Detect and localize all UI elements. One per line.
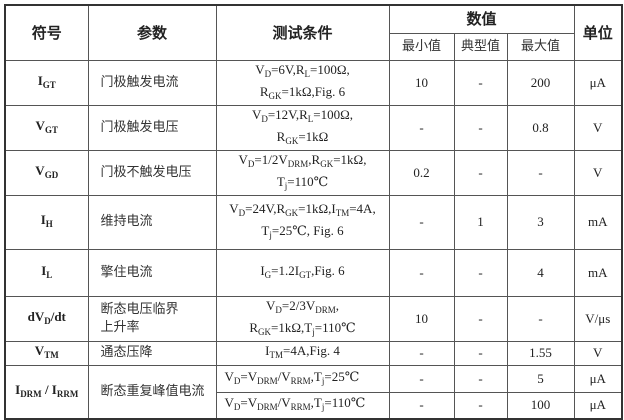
table-row: dVD/dt 断态电压临界 上升率 VD=2/3VDRM, RGK=1kΩ,Tj=110… <box>4 295 623 342</box>
max-cell: 5 <box>506 364 575 393</box>
condition-cell: IG=1.2IGT,Fig. 6 <box>215 248 390 297</box>
symbol-cell: IDRM / IRRM <box>4 364 89 420</box>
unit-cell: mA <box>573 248 623 297</box>
typ-cell: - <box>453 248 508 297</box>
header-cond: 测试条件 <box>215 4 390 61</box>
typ-cell: - <box>453 364 508 393</box>
typ-cell: - <box>453 295 508 342</box>
min-cell: - <box>388 340 455 366</box>
max-cell: 4 <box>506 248 575 297</box>
table-row: VGD 门极不触发电压 VD=1/2VDRM,RGK=1kΩ, Tj=110℃ 0.2-… <box>4 149 623 196</box>
table-row: IGT 门极触发电流 VD=6V,RL=100Ω, RGK=1kΩ,Fig. 6 10-… <box>4 59 623 106</box>
typ-cell: - <box>453 104 508 151</box>
table-row: IH 维持电流 VD=24V,RGK=1kΩ,ITM=4A, Tj=25℃, Fig.… <box>4 194 623 250</box>
param-cell: 断态重复峰值电流 <box>87 364 217 420</box>
header-max: 最大值 <box>506 32 575 61</box>
max-cell: 100 <box>506 391 575 420</box>
unit-cell: μA <box>573 364 623 393</box>
unit-cell: V <box>573 104 623 151</box>
symbol-cell: dVD/dt <box>4 295 89 342</box>
unit-cell: V/μs <box>573 295 623 342</box>
min-cell: - <box>388 391 455 420</box>
max-cell: 1.55 <box>506 340 575 366</box>
param-cell: 门极不触发电压 <box>87 149 217 196</box>
unit-cell: V <box>573 149 623 196</box>
header-unit: 单位 <box>573 4 623 61</box>
table-row: IL 擎住电流 IG=1.2IGT,Fig. 6- -4 mA <box>4 248 623 297</box>
max-cell: 3 <box>506 194 575 250</box>
min-cell: - <box>388 248 455 297</box>
max-cell: 200 <box>506 59 575 106</box>
table-row: IDRM / IRRM 断态重复峰值电流 VD=VDRM/VRRM,Tj=25℃ - -… <box>4 364 623 420</box>
symbol-cell: VGT <box>4 104 89 151</box>
condition-cell: VD=24V,RGK=1kΩ,ITM=4A, Tj=25℃, Fig. 6 <box>215 194 390 250</box>
header-values: 数值 <box>388 4 575 34</box>
header-param: 参数 <box>87 4 217 61</box>
condition-cell: ITM=4A,Fig. 4 <box>215 340 390 366</box>
typ-cell: - <box>453 59 508 106</box>
min-cell: - <box>388 104 455 151</box>
table-row: VTM 通态压降 ITM=4A,Fig. 4- -1.55 V <box>4 340 623 366</box>
min-cell: 10 <box>388 59 455 106</box>
header-symbol: 符号 <box>4 4 89 61</box>
condition-cell: VD=12V,RL=100Ω, RGK=1kΩ <box>215 104 390 151</box>
typ-cell: - <box>453 340 508 366</box>
param-cell: 维持电流 <box>87 194 217 250</box>
param-cell: 擎住电流 <box>87 248 217 297</box>
unit-cell: μA <box>573 59 623 106</box>
condition-cell: VD=1/2VDRM,RGK=1kΩ, Tj=110℃ <box>215 149 390 196</box>
max-cell: - <box>506 295 575 342</box>
param-cell: 门极触发电流 <box>87 59 217 106</box>
header-min: 最小值 <box>388 32 455 61</box>
max-cell: - <box>506 149 575 196</box>
typ-cell: 1 <box>453 194 508 250</box>
unit-cell: V <box>573 340 623 366</box>
condition-cell: VD=2/3VDRM, RGK=1kΩ,Tj=110℃ <box>215 295 390 342</box>
header-typ: 典型值 <box>453 32 508 61</box>
max-cell: 0.8 <box>506 104 575 151</box>
unit-cell: mA <box>573 194 623 250</box>
symbol-cell: VGD <box>4 149 89 196</box>
table-row: VGT 门极触发电压 VD=12V,RL=100Ω, RGK=1kΩ - -0.8 V <box>4 104 623 151</box>
min-cell: 10 <box>388 295 455 342</box>
param-cell: 断态电压临界 上升率 <box>87 295 217 342</box>
symbol-cell: IH <box>4 194 89 250</box>
min-cell: - <box>388 194 455 250</box>
condition-cell: VD=6V,RL=100Ω, RGK=1kΩ,Fig. 6 <box>215 59 390 106</box>
symbol-cell: IGT <box>4 59 89 106</box>
symbol-cell: VTM <box>4 340 89 366</box>
param-cell: 通态压降 <box>87 340 217 366</box>
min-cell: - <box>388 364 455 393</box>
param-cell: 门极触发电压 <box>87 104 217 151</box>
condition-cell: VD=VDRM/VRRM,Tj=110℃ <box>215 391 390 420</box>
condition-cell: VD=VDRM/VRRM,Tj=25℃ <box>215 364 390 393</box>
symbol-cell: IL <box>4 248 89 297</box>
typ-cell: - <box>453 149 508 196</box>
min-cell: 0.2 <box>388 149 455 196</box>
spec-table: 符号 参数 测试条件 数值 单位 最小值 典型值 最大值 IGT 门极触发电流 VD… <box>4 4 623 420</box>
unit-cell: μA <box>573 391 623 420</box>
typ-cell: - <box>453 391 508 420</box>
